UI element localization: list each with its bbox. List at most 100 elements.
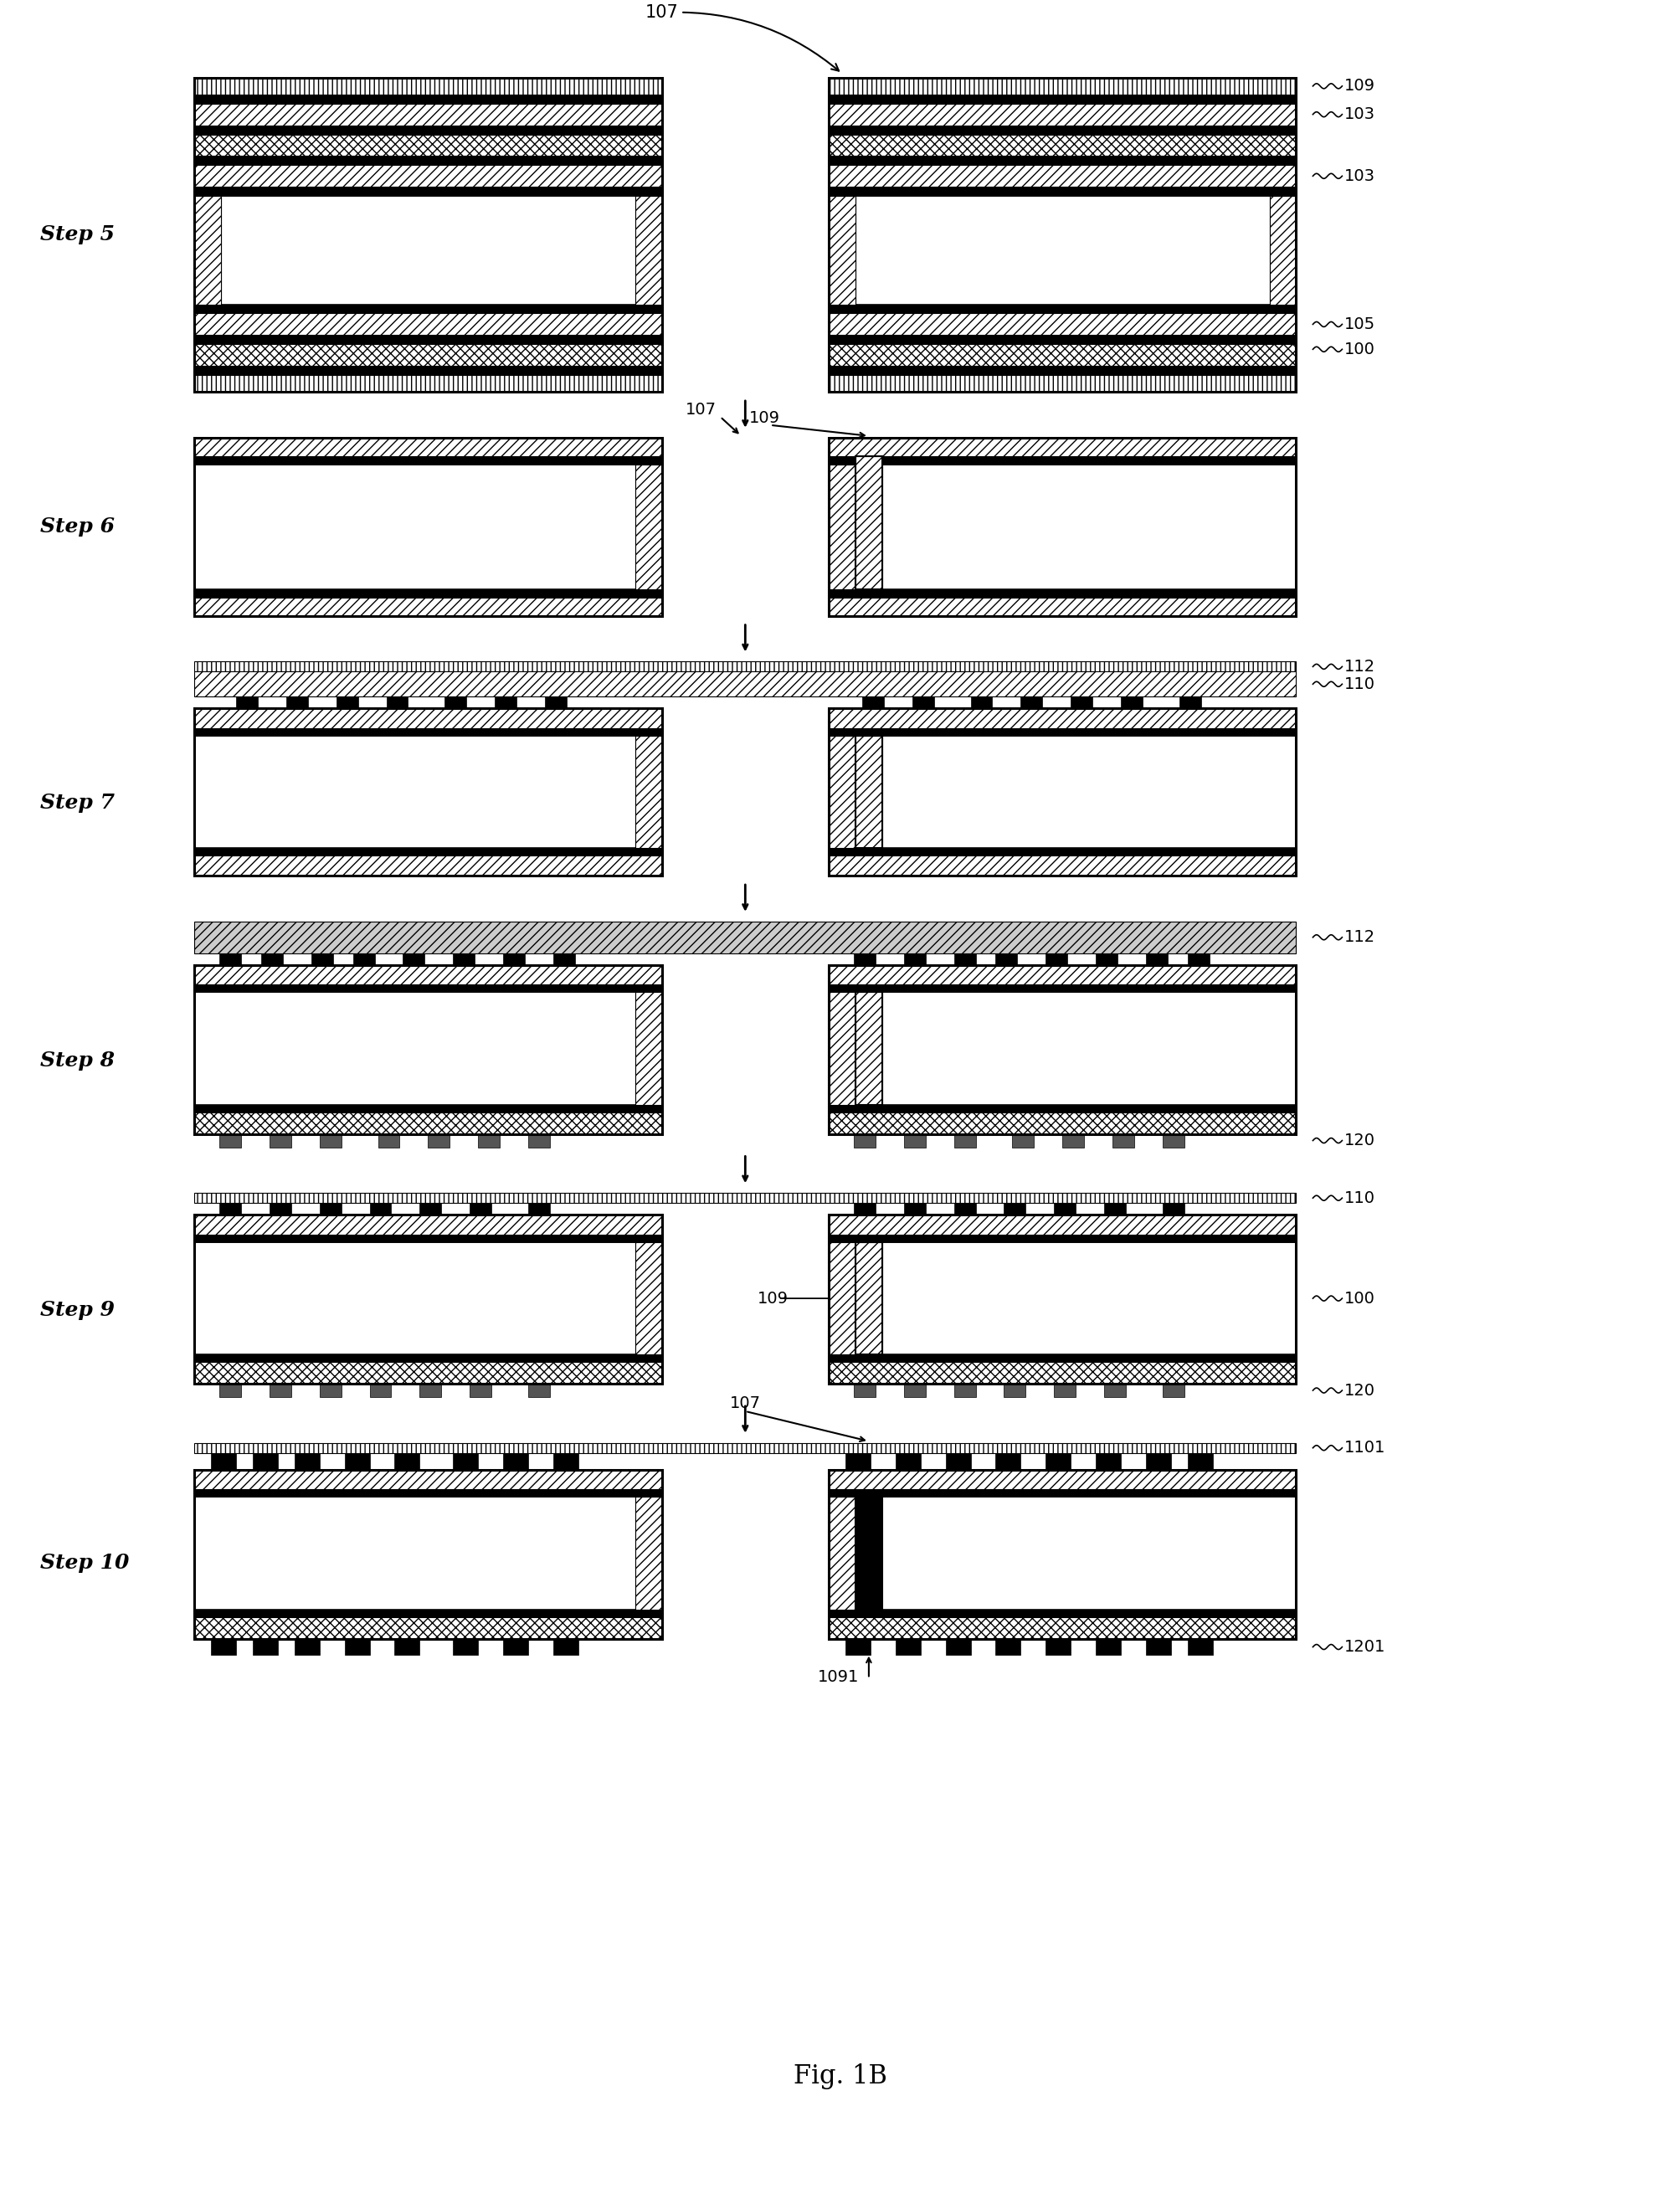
Bar <box>469 1203 491 1214</box>
Bar <box>828 1497 855 1609</box>
Bar <box>828 439 1295 615</box>
Bar <box>195 1113 662 1133</box>
Bar <box>502 1638 528 1655</box>
Bar <box>477 1133 499 1148</box>
Bar <box>635 465 662 588</box>
Bar <box>195 126 662 134</box>
Text: 109: 109 <box>1344 77 1374 95</box>
Bar <box>260 952 282 965</box>
Bar <box>828 304 1295 313</box>
Bar <box>1062 1133 1084 1148</box>
Text: 1101: 1101 <box>1344 1439 1386 1457</box>
Bar <box>895 1452 921 1470</box>
Bar <box>319 1133 341 1148</box>
Bar <box>195 588 662 597</box>
Bar <box>195 1444 1295 1452</box>
Bar <box>828 196 1295 304</box>
Bar <box>1268 196 1295 304</box>
Bar <box>855 456 882 588</box>
Bar <box>370 1384 391 1397</box>
Bar <box>828 95 1295 104</box>
Bar <box>454 1452 477 1470</box>
Bar <box>195 992 662 1104</box>
Bar <box>855 992 882 1104</box>
Bar <box>828 456 1295 465</box>
Bar <box>855 736 882 849</box>
Bar <box>195 439 662 456</box>
Bar <box>195 965 662 1133</box>
Bar <box>195 855 662 875</box>
Bar <box>828 588 1295 597</box>
Bar <box>195 1192 1295 1203</box>
Bar <box>1045 1452 1070 1470</box>
Bar <box>1011 1133 1033 1148</box>
Bar <box>195 965 662 985</box>
Bar <box>828 1234 1295 1243</box>
Bar <box>319 1384 341 1397</box>
Bar <box>995 952 1016 965</box>
Bar <box>828 465 1295 588</box>
Bar <box>853 1384 875 1397</box>
Text: Step 7: Step 7 <box>40 793 114 813</box>
Bar <box>828 736 855 849</box>
Bar <box>828 736 855 849</box>
Text: 120: 120 <box>1344 1133 1374 1148</box>
Bar <box>828 465 855 588</box>
Bar <box>494 696 516 707</box>
Bar <box>828 1362 1295 1384</box>
Bar <box>828 965 1295 1133</box>
Bar <box>828 1618 1295 1638</box>
Bar <box>828 156 1295 165</box>
Bar <box>954 1203 974 1214</box>
Bar <box>395 1638 420 1655</box>
Bar <box>1146 952 1168 965</box>
Bar <box>195 672 1295 696</box>
Bar <box>828 855 1295 875</box>
Bar <box>862 696 884 707</box>
Bar <box>828 1243 855 1355</box>
Bar <box>1104 1203 1126 1214</box>
Text: Step 10: Step 10 <box>40 1552 129 1571</box>
Bar <box>855 992 882 1104</box>
Bar <box>294 1638 319 1655</box>
Bar <box>1003 1203 1025 1214</box>
Bar <box>995 1638 1020 1655</box>
Bar <box>195 1234 662 1243</box>
Text: 107: 107 <box>645 4 838 71</box>
Bar <box>195 77 662 392</box>
Bar <box>195 375 662 392</box>
Bar <box>195 661 1295 672</box>
Bar <box>1095 1638 1121 1655</box>
Bar <box>403 952 425 965</box>
Bar <box>828 849 1295 855</box>
Text: 105: 105 <box>1344 317 1374 333</box>
Bar <box>344 1452 370 1470</box>
Bar <box>195 465 662 588</box>
Bar <box>195 196 222 304</box>
Bar <box>1163 1133 1184 1148</box>
Bar <box>828 965 1295 985</box>
Bar <box>528 1133 549 1148</box>
Bar <box>311 952 333 965</box>
Bar <box>635 736 662 849</box>
Text: 110: 110 <box>1344 1190 1374 1206</box>
Text: 109: 109 <box>758 1289 788 1307</box>
Bar <box>502 952 524 965</box>
Text: 110: 110 <box>1344 677 1374 692</box>
Bar <box>828 465 855 588</box>
Text: Step 6: Step 6 <box>40 516 114 538</box>
Bar <box>553 1638 578 1655</box>
Bar <box>828 126 1295 134</box>
Bar <box>853 952 875 965</box>
Bar <box>635 1243 662 1355</box>
Bar <box>528 1203 549 1214</box>
Text: 1091: 1091 <box>818 1668 858 1686</box>
Bar <box>828 992 855 1104</box>
Bar <box>212 1638 235 1655</box>
Bar <box>828 985 1295 992</box>
Bar <box>1053 1203 1075 1214</box>
Bar <box>378 1133 400 1148</box>
Bar <box>828 165 1295 187</box>
Bar <box>828 727 1295 736</box>
Bar <box>220 952 240 965</box>
